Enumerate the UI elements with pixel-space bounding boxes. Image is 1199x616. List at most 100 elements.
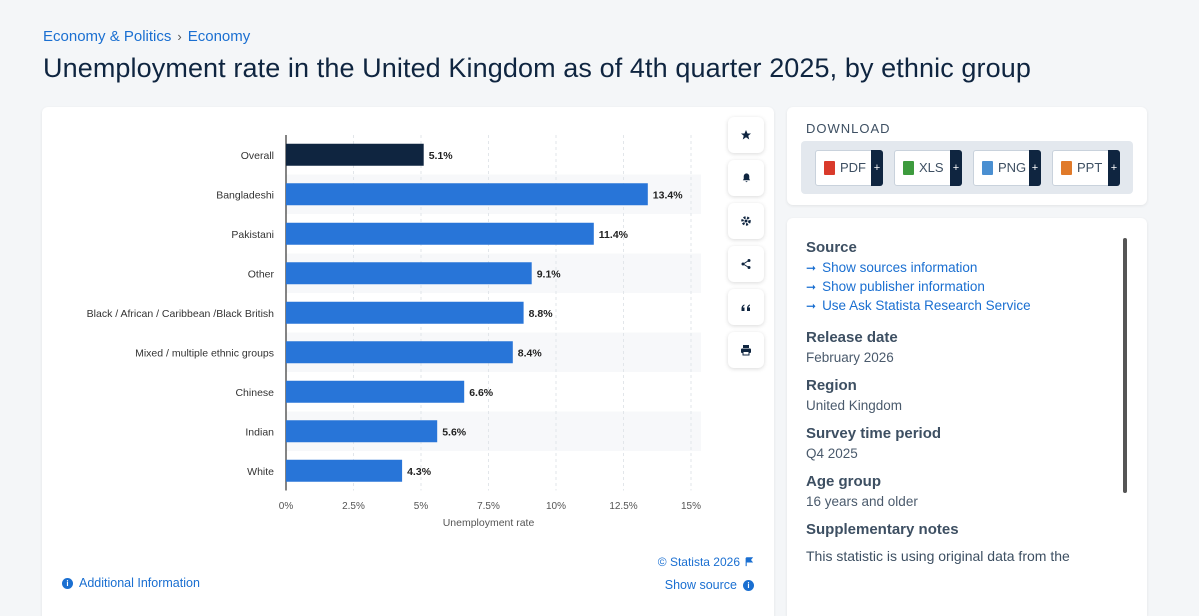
bar: [286, 222, 594, 245]
bar: [286, 459, 403, 482]
x-tick-label: 10%: [546, 501, 566, 512]
download-options: PDF + XLS + PNG + PPT +: [801, 141, 1133, 194]
release-date-value: February 2026: [806, 350, 894, 365]
survey-period-heading: Survey time period: [806, 425, 942, 442]
download-png-button[interactable]: PNG +: [973, 149, 1041, 186]
show-publisher-link[interactable]: ➞ Show publisher information: [806, 279, 1106, 294]
arrow-right-icon: ➞: [806, 260, 817, 275]
additional-information-link[interactable]: i Additional Information: [62, 576, 200, 590]
statistic-details-panel: Source ➞ Show sources information ➞ Show…: [787, 218, 1147, 616]
download-xls-label: XLS: [919, 160, 944, 175]
data-label: 5.1%: [429, 150, 454, 162]
data-label: 9.1%: [537, 268, 562, 280]
chart-toolbar: [728, 117, 764, 368]
x-axis-title: Unemployment rate: [443, 517, 535, 529]
category-label: Indian: [245, 426, 274, 438]
copyright[interactable]: © Statista 2026: [658, 555, 754, 569]
favorite-button[interactable]: [728, 117, 764, 153]
link-label: Use Ask Statista Research Service: [822, 298, 1031, 313]
category-label: White: [247, 466, 274, 478]
survey-period-value: Q4 2025: [806, 446, 858, 461]
x-tick-label: 0%: [279, 501, 294, 512]
gear-icon: [741, 216, 751, 226]
print-button[interactable]: [728, 332, 764, 368]
star-icon: [741, 130, 751, 140]
breadcrumb-link-economy-politics[interactable]: Economy & Politics: [43, 28, 172, 45]
data-label: 13.4%: [653, 189, 683, 201]
x-tick-label: 2.5%: [342, 501, 365, 512]
category-label: Mixed / multiple ethnic groups: [135, 347, 274, 359]
arrow-right-icon: ➞: [806, 298, 817, 313]
chart-card: 0% 2.5% 5% 7.5% 10% 12.5% 15% Overall 5.1% Bangla…: [42, 107, 774, 616]
download-panel: DOWNLOAD PDF + XLS + PNG + PPT +: [787, 107, 1147, 205]
data-label: 4.3%: [407, 466, 432, 478]
ppt-file-icon: [1061, 160, 1072, 175]
age-group-heading: Age group: [806, 473, 881, 490]
release-date-heading: Release date: [806, 329, 898, 346]
research-service-link[interactable]: ➞ Use Ask Statista Research Service: [806, 298, 1106, 313]
download-ppt-button[interactable]: PPT +: [1052, 149, 1120, 186]
age-group-value: 16 years and older: [806, 494, 918, 509]
x-tick-label: 5%: [414, 501, 429, 512]
data-label: 6.6%: [469, 387, 494, 399]
info-icon: i: [62, 577, 73, 589]
show-source-link[interactable]: Show source i: [665, 578, 754, 592]
bar: [286, 301, 524, 324]
category-label: Overall: [241, 150, 274, 162]
region-heading: Region: [806, 377, 857, 394]
x-tick-label: 7.5%: [477, 501, 500, 512]
plus-icon: +: [1108, 149, 1120, 186]
xls-file-icon: [903, 160, 914, 175]
region-value: United Kingdom: [806, 398, 903, 413]
category-label: Bangladeshi: [216, 189, 274, 201]
category-label: Black / African / Caribbean /Black Briti…: [87, 308, 274, 320]
plus-icon: +: [871, 149, 883, 186]
plus-icon: +: [1029, 149, 1041, 186]
notification-button[interactable]: [728, 160, 764, 196]
source-heading: Source: [806, 239, 857, 256]
scrollbar[interactable]: [1123, 238, 1127, 493]
download-xls-button[interactable]: XLS +: [894, 149, 962, 186]
download-title: DOWNLOAD: [806, 121, 891, 136]
data-label: 11.4%: [599, 229, 629, 241]
breadcrumb: Economy & Politics › Economy: [43, 28, 250, 45]
category-label: Other: [248, 268, 275, 280]
link-label: Show sources information: [822, 260, 978, 275]
download-pdf-button[interactable]: PDF +: [815, 149, 883, 186]
bar: [286, 420, 438, 443]
pdf-file-icon: [824, 160, 835, 175]
print-icon: [741, 345, 751, 356]
show-sources-link[interactable]: ➞ Show sources information: [806, 260, 1106, 275]
bell-icon: [742, 173, 750, 183]
info-icon: i: [743, 579, 754, 591]
x-tick-label: 15%: [681, 501, 701, 512]
copyright-text: © Statista 2026: [657, 555, 740, 569]
supplementary-notes-heading: Supplementary notes: [806, 521, 959, 538]
breadcrumb-link-economy[interactable]: Economy: [187, 28, 251, 45]
bar: [286, 183, 648, 206]
share-button[interactable]: [728, 246, 764, 282]
link-label: Show publisher information: [822, 279, 985, 294]
bar-chart: 0% 2.5% 5% 7.5% 10% 12.5% 15% Overall 5.1% Bangla…: [87, 135, 701, 529]
download-ppt-label: PPT: [1077, 160, 1103, 175]
show-source-label: Show source: [664, 578, 737, 592]
download-png-label: PNG: [998, 160, 1027, 175]
cite-button[interactable]: [728, 289, 764, 325]
breadcrumb-separator: ›: [177, 29, 182, 44]
download-pdf-label: PDF: [840, 160, 866, 175]
bar: [286, 262, 532, 285]
supplementary-notes-text: This statistic is using original data fr…: [806, 548, 1070, 564]
data-label: 5.6%: [442, 426, 467, 438]
settings-button[interactable]: [728, 203, 764, 239]
png-file-icon: [982, 160, 993, 175]
category-label: Chinese: [235, 387, 274, 399]
bar: [286, 380, 465, 403]
quote-icon: [741, 304, 750, 311]
page-title: Unemployment rate in the United Kingdom …: [43, 53, 1031, 83]
data-label: 8.8%: [529, 308, 554, 320]
plus-icon: +: [950, 149, 962, 186]
additional-information-label: Additional Information: [79, 576, 200, 590]
share-icon: [741, 259, 751, 269]
flag-icon: [745, 557, 754, 567]
arrow-right-icon: ➞: [806, 279, 817, 294]
